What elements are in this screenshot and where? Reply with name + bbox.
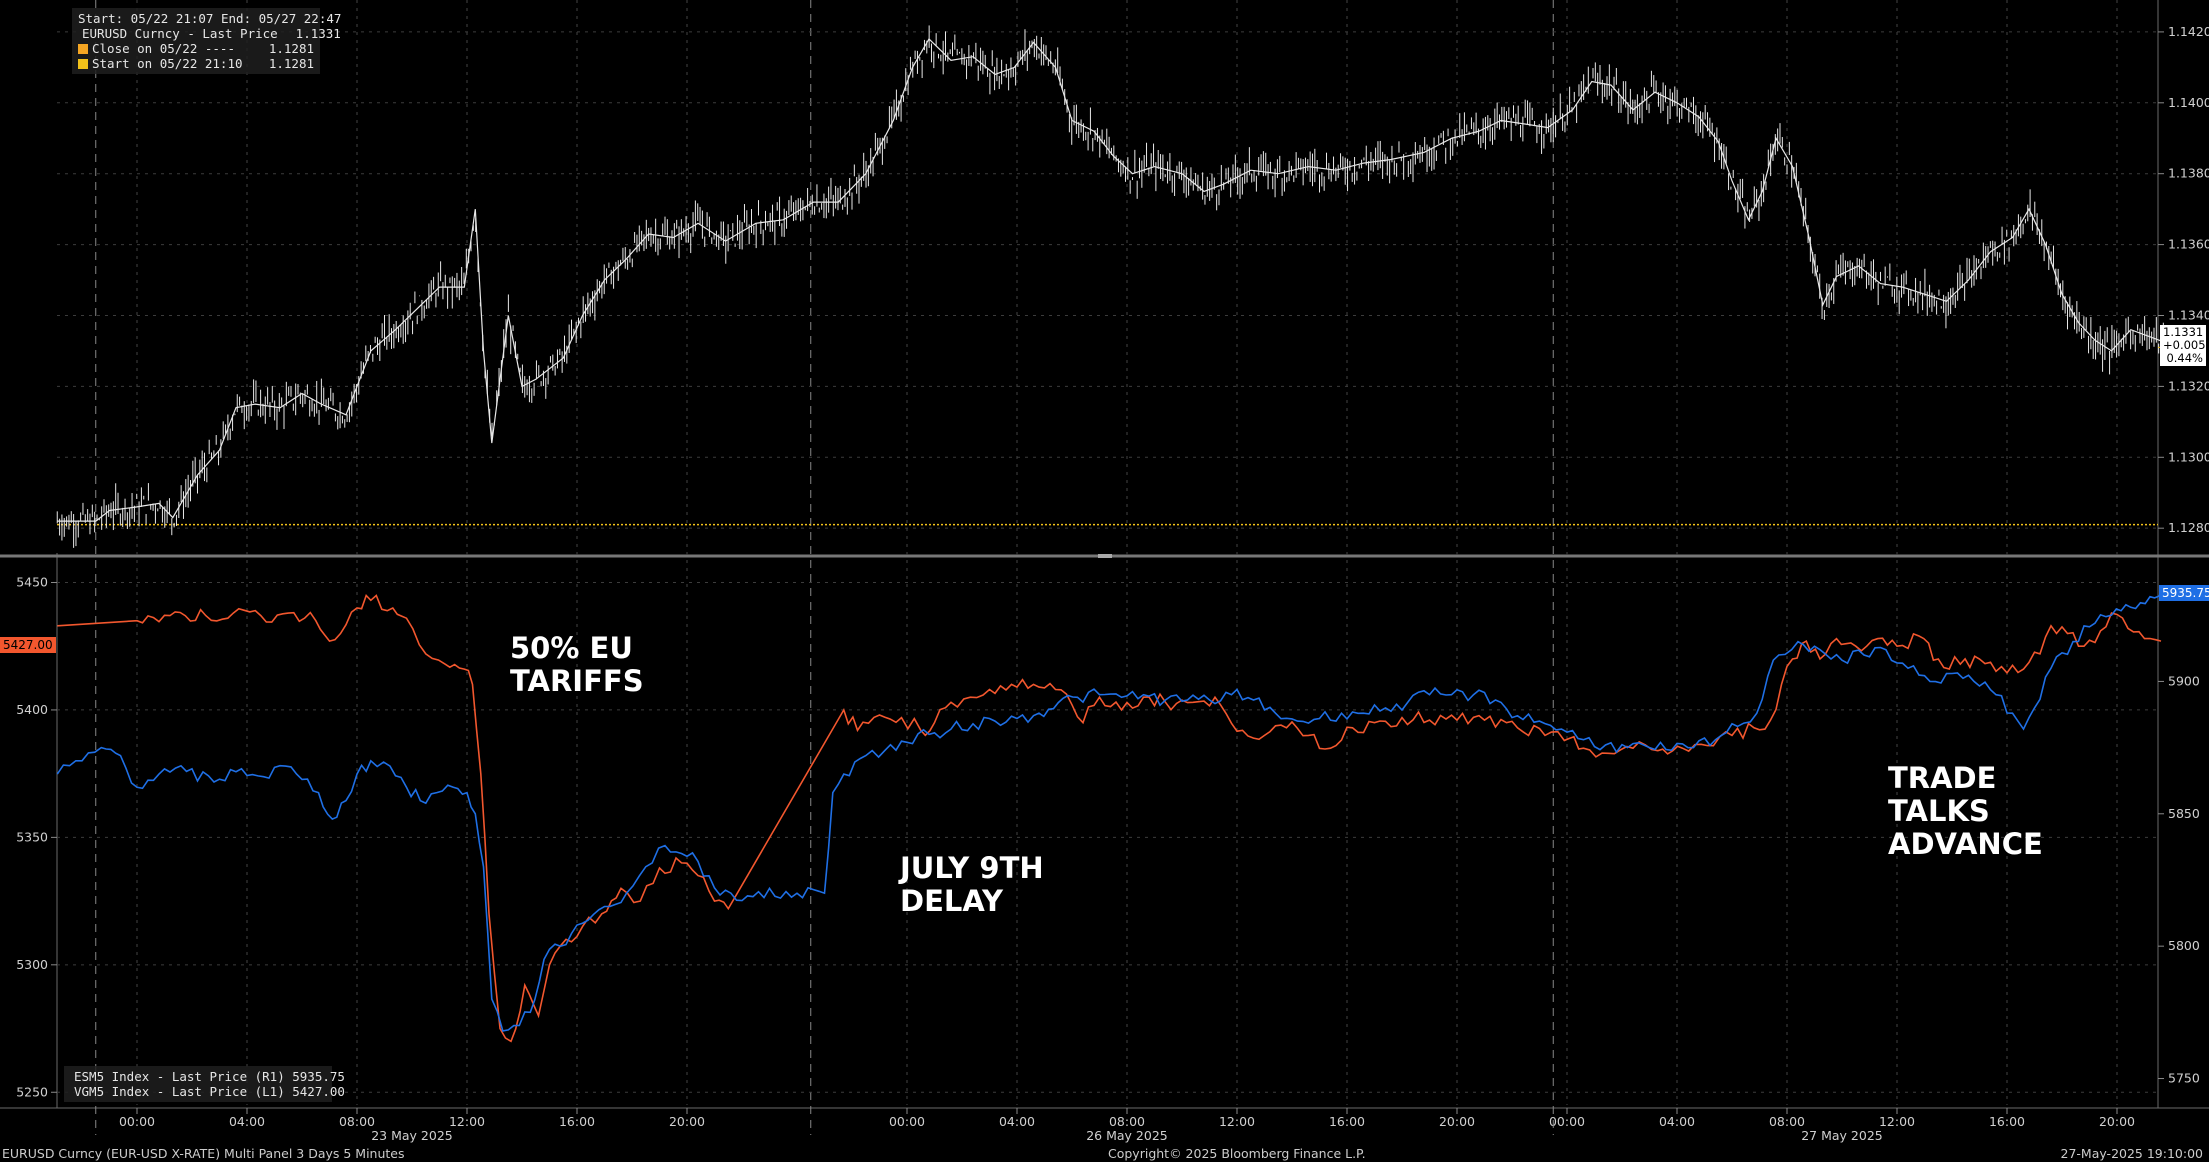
eurusd-line: [57, 38, 2176, 522]
annotation-tariffs: 50% EU TARIFFS: [510, 631, 644, 698]
x-tick-label: 00:00: [1549, 1114, 1585, 1129]
legend-swatch-yellow: [78, 58, 88, 69]
footer-timestamp: 27-May-2025 19:10:00: [2060, 1146, 2203, 1161]
legend-row-close: Close on 05/22 ---- 1.1281: [78, 41, 314, 56]
panel-resize-handle: [1098, 554, 1112, 558]
x-tick-label: 16:00: [1989, 1114, 2025, 1129]
x-tick-label: 12:00: [1219, 1114, 1255, 1129]
esm5-line: [56, 585, 2165, 1032]
x-tick-label: 04:00: [999, 1114, 1035, 1129]
x-tick-label: 20:00: [1439, 1114, 1475, 1129]
x-date-label: 26 May 2025: [1086, 1128, 1168, 1143]
x-tick-label: 20:00: [669, 1114, 705, 1129]
x-tick-label: 12:00: [449, 1114, 485, 1129]
legend-row-vgm5: VGM5 Index - Last Price (L1) 5427.00: [70, 1084, 345, 1099]
y-tick-label-right: 1.1400: [2168, 95, 2209, 110]
last-price-box: 1.1331 +0.0050 0.44%: [2160, 325, 2209, 366]
esm5-last-badge: 5935.75: [2159, 585, 2209, 601]
legend-row-start: Start on 05/22 21:10 1.1281: [78, 56, 314, 71]
last-price-change: +0.0050: [2163, 338, 2209, 352]
annotation-trade: TRADE TALKS ADVANCE: [1888, 761, 2043, 861]
y-tick-label-right: 1.1300: [2168, 449, 2209, 464]
x-tick-label: 04:00: [229, 1114, 265, 1129]
y-tick-label-right: 1.1380: [2168, 166, 2209, 181]
vgm5-last-badge: 5427.00: [0, 637, 56, 653]
x-tick-label: 08:00: [1769, 1114, 1805, 1129]
y-tick-label-left: 5400: [16, 702, 48, 717]
footer-security: EURUSD Curncy (EUR-USD X-RATE) Multi Pan…: [2, 1146, 405, 1161]
y-tick-label-left: 5450: [16, 574, 48, 589]
legend-swatch-orange: [78, 43, 88, 54]
futures-legend: ESM5 Index - Last Price (R1) 5935.75 VGM…: [64, 1066, 345, 1102]
annotation-delay: JULY 9TH DELAY: [900, 851, 1044, 918]
legend-row-eurusd: EURUSD Curncy - Last Price 1.1331: [78, 26, 341, 41]
y-tick-label-left: 5300: [16, 957, 48, 972]
x-tick-label: 00:00: [119, 1114, 155, 1129]
y-tick-label-right: 5750: [2168, 1071, 2200, 1086]
legend-row-esm5: ESM5 Index - Last Price (R1) 5935.75: [70, 1069, 345, 1084]
legend-value-start: 1.1281: [268, 56, 314, 71]
x-tick-label: 08:00: [339, 1114, 375, 1129]
x-date-label: 27 May 2025: [1801, 1128, 1883, 1143]
legend-label-esm5: ESM5 Index - Last Price (R1) 5935.75: [74, 1069, 345, 1084]
legend-label-eurusd: EURUSD Curncy - Last Price: [82, 26, 278, 41]
x-tick-label: 04:00: [1659, 1114, 1695, 1129]
legend-value-eurusd: 1.1331: [295, 26, 341, 41]
x-tick-label: 16:00: [559, 1114, 595, 1129]
y-tick-label-left: 5250: [16, 1084, 48, 1099]
legend-range: Start: 05/22 21:07 End: 05/27 22:47: [78, 11, 342, 26]
x-tick-label: 12:00: [1879, 1114, 1915, 1129]
y-tick-label-left: 5350: [16, 829, 48, 844]
price-legend: Start: 05/22 21:07 End: 05/27 22:47 EURU…: [72, 8, 342, 74]
y-tick-label-right: 1.1320: [2168, 378, 2209, 393]
x-tick-label: 00:00: [889, 1114, 925, 1129]
x-tick-label: 16:00: [1329, 1114, 1365, 1129]
legend-label-start: Start on 05/22 21:10: [92, 56, 243, 71]
last-price-pct: 0.44%: [2166, 351, 2203, 365]
y-tick-label-right: 1.1360: [2168, 237, 2209, 252]
x-tick-label: 08:00: [1109, 1114, 1145, 1129]
legend-label-close: Close on 05/22 ----: [92, 41, 235, 56]
y-tick-label-right: 1.1280: [2168, 520, 2209, 535]
x-tick-label: 20:00: [2099, 1114, 2135, 1129]
y-tick-label-right: 1.1420: [2168, 24, 2209, 39]
y-tick-label-right: 5850: [2168, 806, 2200, 821]
y-tick-label-right: 5900: [2168, 673, 2200, 688]
last-price-value: 1.1331: [2163, 325, 2204, 339]
y-tick-label-right: 5800: [2168, 938, 2200, 953]
y-tick-label-right: 1.1340: [2168, 307, 2209, 322]
vgm5-line: [57, 594, 2162, 1043]
legend-value-close: 1.1281: [268, 41, 314, 56]
footer-copyright: Copyright© 2025 Bloomberg Finance L.P.: [1108, 1146, 1366, 1161]
legend-label-vgm5: VGM5 Index - Last Price (L1) 5427.00: [74, 1084, 345, 1099]
x-date-label: 23 May 2025: [371, 1128, 453, 1143]
